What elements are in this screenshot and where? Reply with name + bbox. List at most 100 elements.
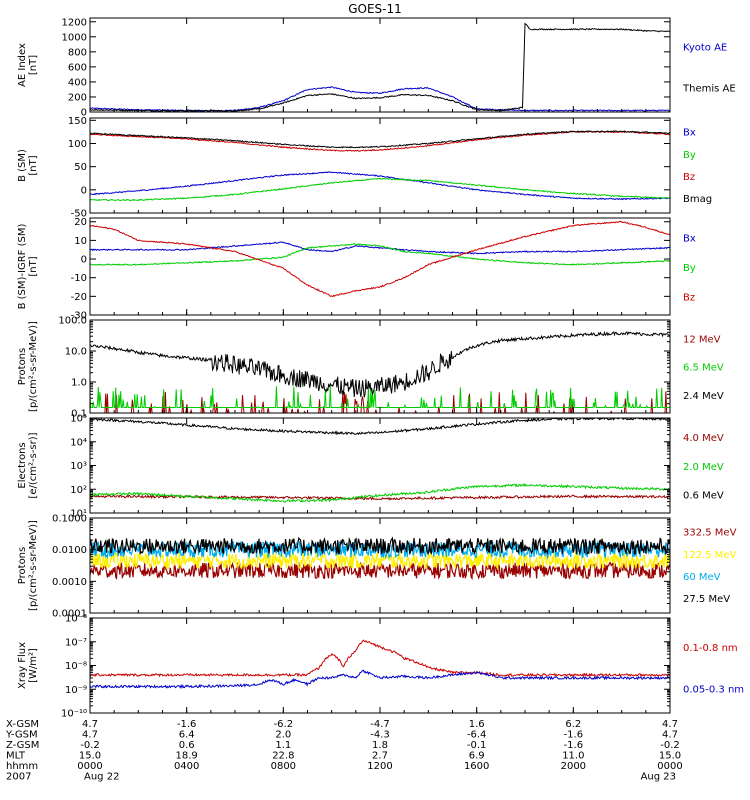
ephemeris-value: 11.0 <box>562 751 584 762</box>
ephemeris-value: Aug 23 <box>641 772 676 783</box>
y-axis-label: AE Index[nT] <box>17 43 39 87</box>
y-tick-label: 1000 <box>62 32 87 43</box>
ephemeris-value: 4.7 <box>662 730 678 741</box>
legend-entry: Bx <box>683 234 696 245</box>
legend-entry: 0.6 MeV <box>683 491 724 502</box>
y-tick-label: 800 <box>68 47 87 58</box>
ephemeris-value: 0.6 <box>179 740 195 751</box>
y-axis-label: Protons[p/(cm²-s-sr-MeV)] <box>17 321 39 412</box>
series-line-12-mev <box>90 391 670 413</box>
ephemeris-value: -4.3 <box>370 730 390 741</box>
legend-entry: 60 MeV <box>683 572 721 583</box>
y-axis-label: Xray Flux[W/m²] <box>17 642 39 689</box>
ephemeris-value: 15.0 <box>79 751 101 762</box>
ephemeris-value: -0.2 <box>660 740 680 751</box>
legend-entry: 6.5 MeV <box>683 363 724 374</box>
y-tick-label: 200 <box>68 92 87 103</box>
series-line-0-05-0-3-nm <box>90 669 670 689</box>
y-axis-label: Protons[p/(cm²-s-sr-MeV)] <box>17 520 39 611</box>
y-axis-label: B (SM)[nT] <box>17 149 39 182</box>
y-tick-label: 100.0 <box>58 316 87 327</box>
ephemeris-value: -4.7 <box>370 719 390 730</box>
y-tick-label: 400 <box>68 77 87 88</box>
ephemeris-row-label: hhmm <box>6 761 38 772</box>
panel-5: 10¹ 10² 10³ 10⁴ 10⁵ Electrons[e/(cm²-s-sr)] 4.… <box>17 414 724 520</box>
legend-entry: Themis AE <box>682 84 736 95</box>
ephemeris-value: 0800 <box>271 761 296 772</box>
ephemeris-value: 1600 <box>464 761 489 772</box>
y-tick-label: 20 <box>74 217 87 228</box>
y-tick-label: 10⁻⁹ <box>65 685 87 696</box>
legend-entry: 122.5 MeV <box>683 550 737 561</box>
ephemeris-value: 1200 <box>367 761 392 772</box>
ephemeris-value: 6.9 <box>469 751 485 762</box>
y-tick-label: 10⁻⁷ <box>65 637 87 648</box>
ephemeris-value: 0000 <box>657 761 682 772</box>
panel-4: 0.1 1.0 10.0 100.0 Protons[p/(cm²-s-sr-MeV)]… <box>17 316 724 420</box>
chart-title: GOES-11 <box>348 2 402 16</box>
y-tick-label: 0 <box>81 108 87 119</box>
ephemeris-value: 15.0 <box>659 751 681 762</box>
ephemeris-value: -0.1 <box>467 740 487 751</box>
panel-1: 0 200 400 600 800 1000 1200 AE Index[nT] Kyoto A… <box>17 17 736 118</box>
legend-entry: By <box>683 150 696 161</box>
series-line-bx <box>90 241 670 255</box>
ephemeris-value: 4.7 <box>662 719 678 730</box>
series-group <box>90 22 670 112</box>
ephemeris-value: 0400 <box>174 761 199 772</box>
y-tick-label: 10.0 <box>65 347 87 358</box>
legend-entry: 2.4 MeV <box>683 391 724 402</box>
y-tick-label: -30 <box>71 311 87 322</box>
y-tick-label: -20 <box>71 292 87 303</box>
y-tick-label: 10⁴ <box>70 437 87 448</box>
ephemeris-value: 1.8 <box>372 740 388 751</box>
y-tick-label: 10⁻⁸ <box>65 661 87 672</box>
legend-entry: 332.5 MeV <box>683 528 737 539</box>
y-tick-label: 0 <box>81 255 87 266</box>
series-group <box>90 536 670 581</box>
y-tick-label: -50 <box>71 209 87 220</box>
ephemeris-value: 1.6 <box>469 719 485 730</box>
series-line-6-5-mev <box>90 386 670 410</box>
ephemeris-value: Aug 22 <box>84 772 119 783</box>
ephemeris-value: 18.9 <box>176 751 198 762</box>
ephemeris-value: -1.6 <box>564 730 584 741</box>
ephemeris-row-label: Z-GSM <box>6 740 39 751</box>
legend-entry: Bmag <box>683 194 712 205</box>
y-axis-label: Electrons[e/(cm²-s-sr)] <box>17 432 39 498</box>
y-tick-label: 10³ <box>70 461 87 472</box>
y-tick-label: 600 <box>68 62 87 73</box>
y-tick-label: 10 <box>74 236 87 247</box>
ephemeris-value: -0.2 <box>80 740 100 751</box>
ephemeris-value: 1.1 <box>275 740 291 751</box>
series-line-332-5-mev <box>90 560 670 581</box>
legend-entry: 2.0 MeV <box>683 462 724 473</box>
series-line-2-0-mev <box>90 482 670 503</box>
panel-3: -30 -20 -10 0 10 20 B (SM)-IGRF (SM)[nT] Bx By Bz <box>17 217 696 321</box>
ephemeris-row-label: MLT <box>6 751 26 762</box>
ephemeris-value: -6.2 <box>274 719 294 730</box>
y-tick-label: 1.0 <box>71 378 87 389</box>
y-tick-label: 0.1000 <box>52 514 87 525</box>
y-tick-label: 10¹ <box>70 509 87 520</box>
ephemeris-value: -1.6 <box>564 740 584 751</box>
y-tick-label: -10 <box>71 273 87 284</box>
y-tick-label: 1200 <box>62 17 87 28</box>
series-line-27-5-mev <box>90 536 670 556</box>
ephemeris-value: 2.0 <box>275 730 291 741</box>
y-tick-label: 0.0100 <box>52 545 87 556</box>
y-tick-label: 10⁻⁶ <box>65 614 87 625</box>
ephemeris-footer: X-GSM 4.7 -1.6 -6.2 -4.7 1.6 6.2 4.7 Y-GSM 4.7 6.4… <box>5 719 683 783</box>
y-tick-label: 10² <box>70 485 87 496</box>
ephemeris-value: 22.8 <box>272 751 294 762</box>
series-group <box>90 330 670 413</box>
legend-entry: 0.05-0.3 nm <box>683 684 744 695</box>
y-tick-label: 100 <box>68 139 87 150</box>
panel-2: -50 0 50 100 150 B (SM)[nT] Bx By Bz Bmag <box>17 116 712 220</box>
series-line-bz <box>90 130 670 152</box>
series-line-122-5-mev <box>90 550 670 571</box>
ephemeris-value: 2.7 <box>372 751 388 762</box>
ephemeris-value: 4.7 <box>82 719 98 730</box>
ephemeris-row-label: Y-GSM <box>5 730 38 741</box>
